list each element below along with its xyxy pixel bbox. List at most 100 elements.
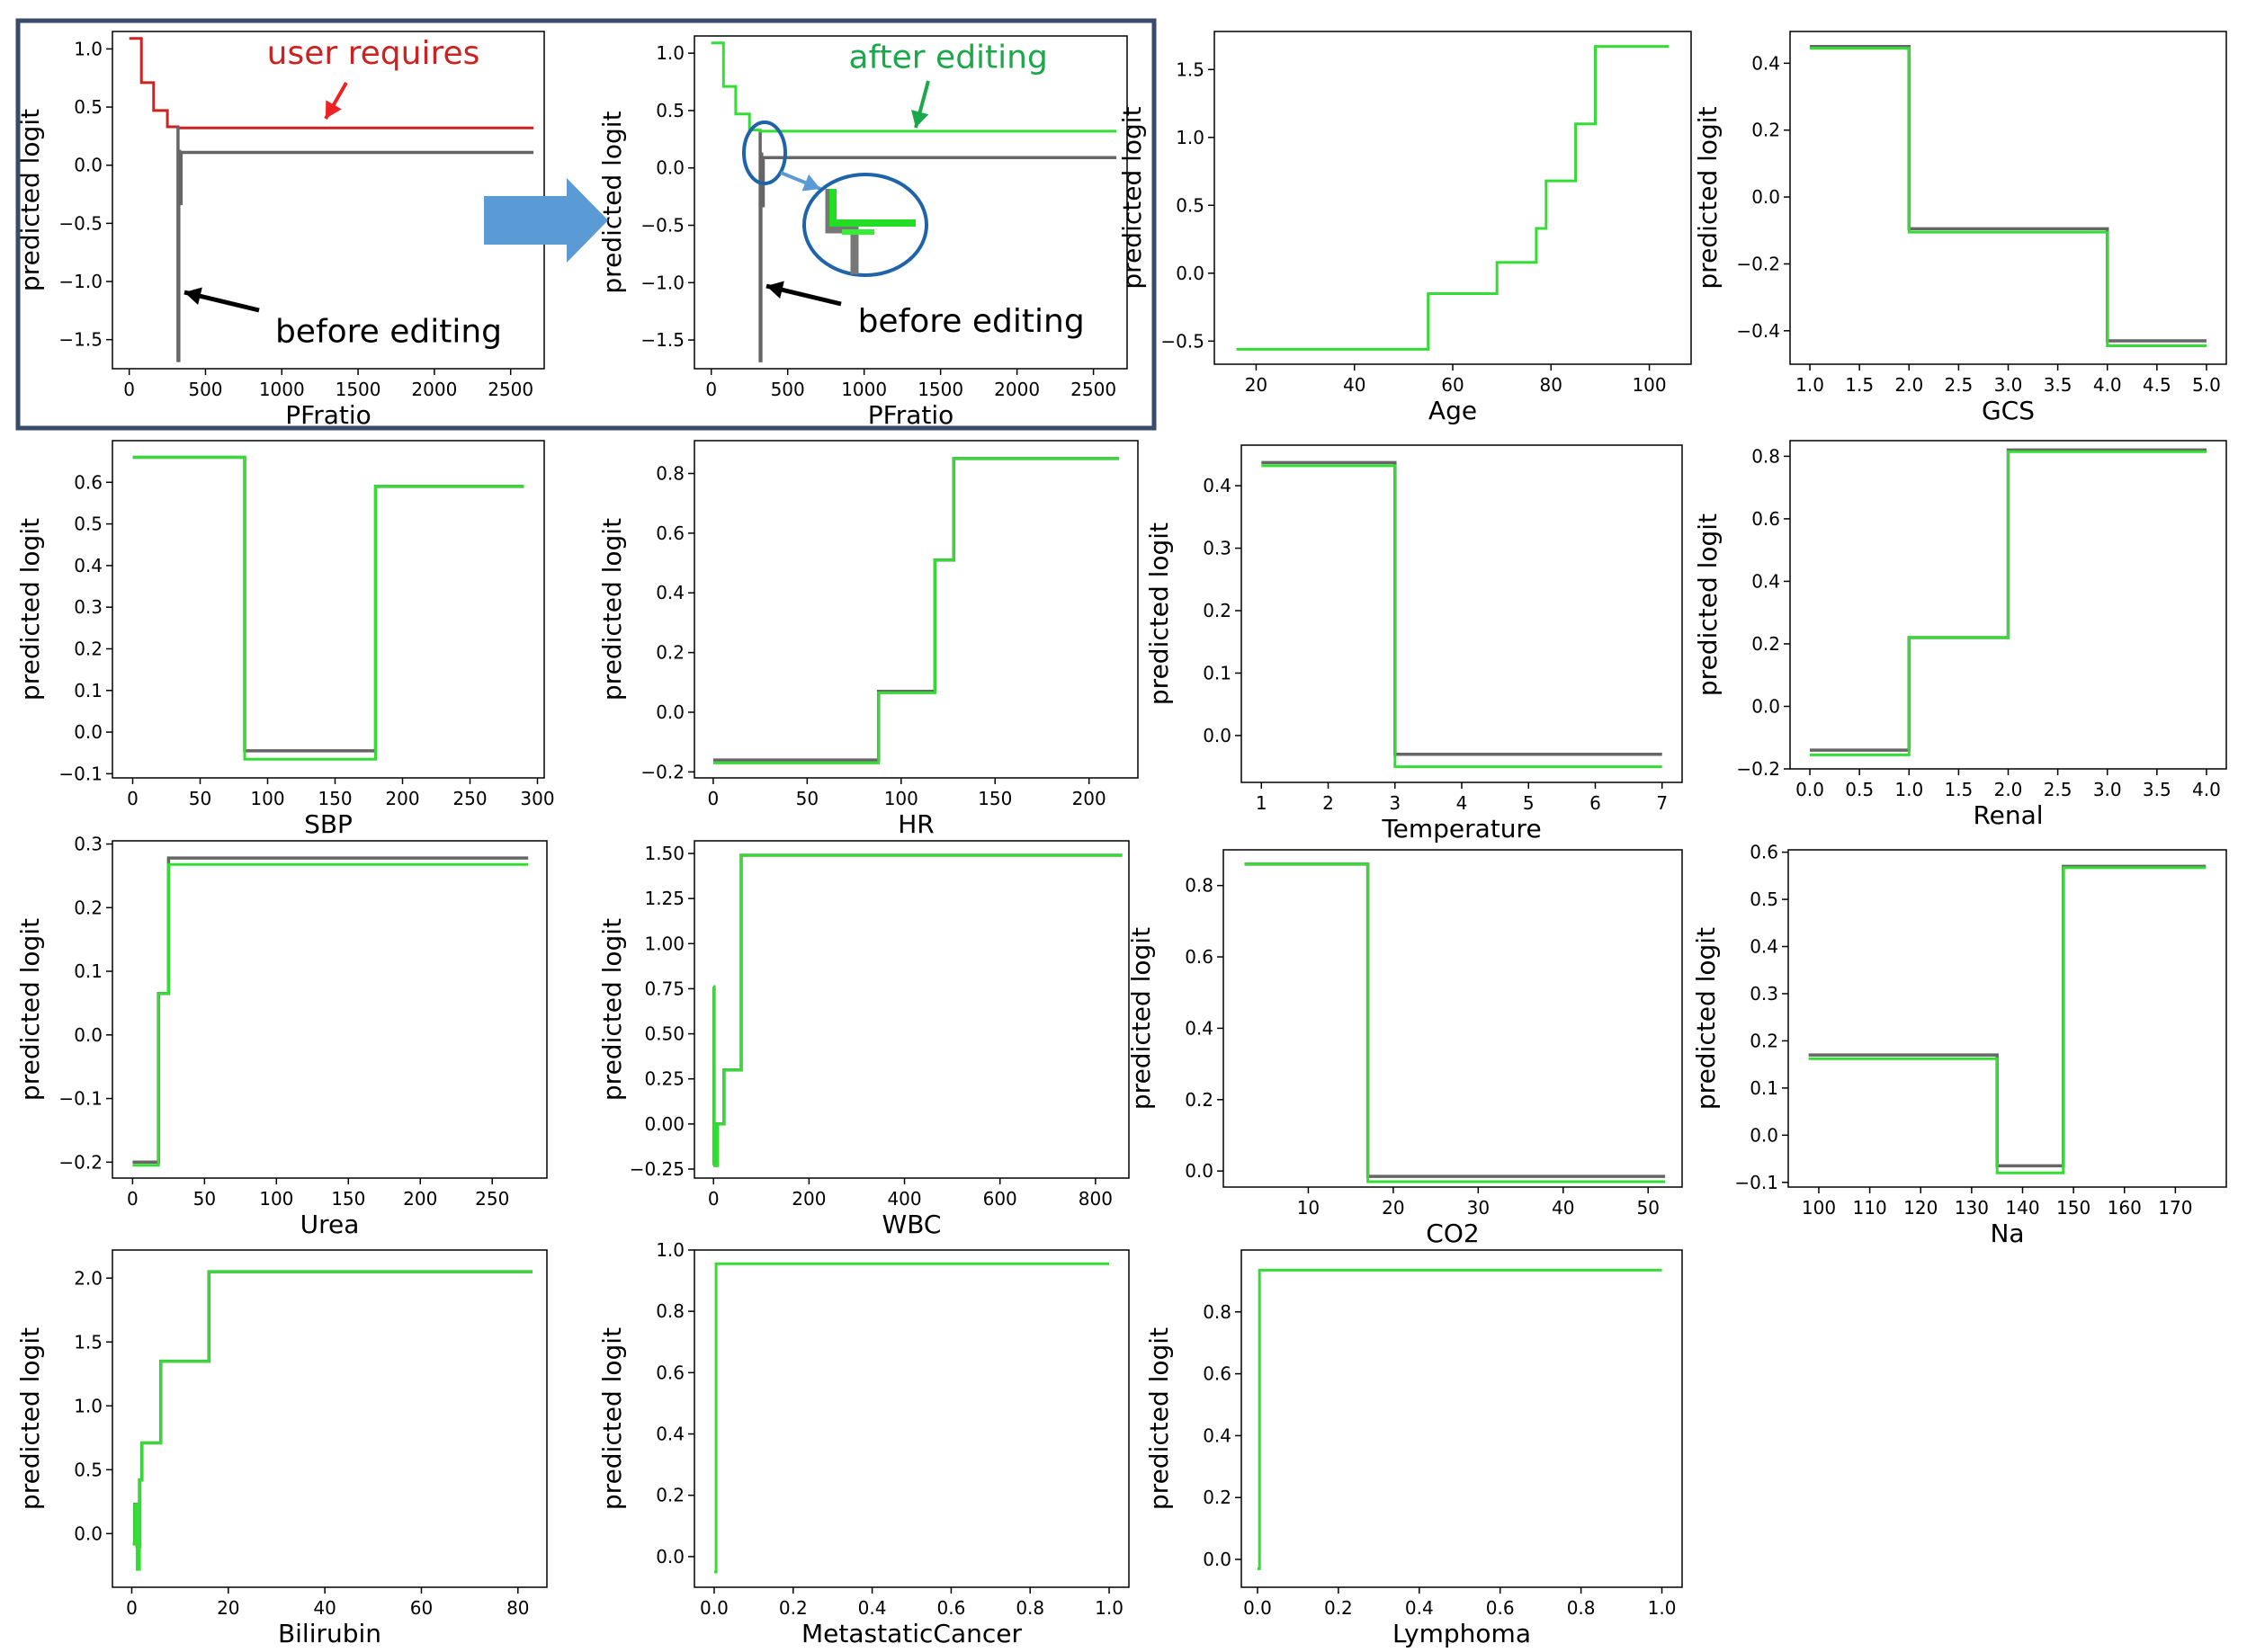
series-line-original — [1261, 460, 1662, 756]
y-tick-label: 0.0 — [74, 1523, 103, 1544]
annotation-text: user requires — [267, 35, 480, 72]
y-tick-label: 0.8 — [656, 1300, 685, 1322]
x-tick-label: 0.2 — [779, 1597, 808, 1619]
x-tick-label: 600 — [983, 1188, 1017, 1210]
y-tick-label: 0.50 — [644, 1023, 685, 1045]
x-tick-label: 100 — [1802, 1197, 1836, 1219]
y-tick-label: 0.6 — [656, 1362, 685, 1383]
x-tick-label: 7 — [1656, 792, 1668, 814]
y-tick-label: 0.0 — [656, 701, 685, 723]
y-tick-label: 0.4 — [1185, 1017, 1213, 1039]
chart-urea: 0 50 100 150 200 250 0.3 0.2 0.1 0.0 −0.1 −0.2 Urea p… — [15, 834, 548, 1239]
chart-bilirubin: 0 20 40 60 80 2.0 1.5 1.0 0.5 0.0 Bilirubin predict… — [15, 1249, 548, 1648]
series-line-original — [1808, 864, 2207, 1168]
y-tick-label: −0.25 — [630, 1158, 685, 1180]
chart-co2: 10 20 30 40 50 0.8 0.6 0.4 0.2 0.0 CO2 predicted lo… — [1126, 849, 1683, 1248]
y-tick-label: −0.1 — [58, 763, 103, 784]
chart-temperature: 1 2 3 4 5 6 7 0.4 0.3 0.2 0.1 0.0 Temperature predict… — [1144, 444, 1683, 844]
chart-na: 100 110 120 130 140 150 160 170 0.6 0.5 0.4 0.3 0.2 0… — [1691, 842, 2227, 1248]
series-line-edited — [1244, 862, 1666, 1183]
x-tick-label: 500 — [771, 379, 805, 400]
x-axis-label: Renal — [1973, 800, 2043, 830]
x-tick-label: 0 — [708, 788, 720, 809]
series-line-edited — [1236, 45, 1670, 351]
x-tick-label: 0.4 — [858, 1597, 887, 1619]
x-tick-label: 0 — [127, 788, 139, 809]
x-tick-label: 50 — [1636, 1197, 1659, 1219]
plot-frame — [694, 35, 1128, 370]
x-tick-label: 140 — [2005, 1197, 2039, 1219]
x-tick-label: 3.5 — [2143, 779, 2171, 800]
series-line-edited — [1810, 47, 2207, 347]
y-tick-label: 0.3 — [1750, 983, 1778, 1005]
x-tick-label: 150 — [2056, 1197, 2090, 1219]
y-axis-label: predicted logit — [597, 518, 627, 701]
x-tick-label: 2.5 — [2044, 779, 2072, 800]
y-tick-label: 0.0 — [1750, 1124, 1778, 1146]
x-tick-label: 10 — [1297, 1197, 1320, 1219]
annotation-text: before editing — [858, 303, 1085, 340]
y-tick-label: −1.0 — [58, 271, 103, 292]
y-tick-label: −0.2 — [1736, 758, 1780, 780]
y-tick-label: 0.8 — [1751, 445, 1780, 467]
y-tick-label: 0.1 — [74, 960, 103, 982]
y-tick-label: 0.4 — [1751, 570, 1780, 592]
transition-arrow-icon — [484, 178, 608, 263]
series-line-original — [132, 1270, 533, 1549]
x-axis-label: Urea — [300, 1210, 360, 1239]
y-tick-label: 0.75 — [644, 978, 685, 999]
plot-frame — [1240, 444, 1683, 783]
y-tick-label: 0.2 — [1185, 1089, 1213, 1111]
chart-lymphoma: 0.0 0.2 0.4 0.6 0.8 1.0 0.8 0.6 0.4 0.2 0.0 Lymphom… — [1144, 1249, 1683, 1648]
series-line-original — [132, 455, 524, 753]
x-tick-label: 200 — [792, 1188, 826, 1210]
y-tick-label: 0.2 — [656, 1485, 685, 1506]
highlight-frame — [15, 18, 1157, 431]
y-tick-label: 0.00 — [644, 1113, 685, 1135]
y-tick-label: −0.2 — [640, 761, 685, 782]
plot-frame — [694, 440, 1139, 779]
x-axis-label: GCS — [1982, 396, 2035, 425]
y-tick-label: 0.2 — [1203, 600, 1231, 621]
plot-frame — [1213, 31, 1692, 365]
x-tick-label: 0.0 — [1243, 1597, 1272, 1619]
x-tick-label: 0.0 — [700, 1597, 729, 1619]
y-tick-label: −0.4 — [1736, 320, 1780, 342]
y-tick-label: 1.5 — [1176, 58, 1204, 80]
y-tick-label: 0.6 — [1750, 842, 1778, 863]
y-tick-label: −0.1 — [1734, 1172, 1778, 1193]
before-editing-arrow-icon — [765, 281, 842, 307]
y-tick-label: 2.0 — [74, 1267, 103, 1289]
y-tick-label: 0.1 — [1750, 1077, 1778, 1099]
y-tick-label: 0.0 — [656, 157, 685, 179]
x-tick-label: 100 — [250, 788, 284, 809]
x-tick-label: 0.2 — [1324, 1597, 1353, 1619]
plot-frame — [112, 440, 545, 779]
y-tick-label: −0.5 — [1160, 330, 1204, 352]
y-tick-label: 1.25 — [644, 888, 685, 909]
x-tick-label: 50 — [193, 1188, 216, 1210]
y-axis-label: predicted logit — [15, 518, 45, 701]
y-tick-label: 1.0 — [656, 1239, 685, 1261]
y-tick-label: 0.4 — [1750, 936, 1778, 958]
x-tick-label: 40 — [1552, 1197, 1574, 1219]
series-line-original — [1810, 44, 2207, 343]
zoom-arrow-icon — [780, 171, 821, 192]
x-tick-label: 120 — [1903, 1197, 1938, 1219]
x-tick-label: 2000 — [411, 379, 457, 400]
y-tick-label: 0.6 — [1751, 508, 1780, 530]
annotation-text: before editing — [275, 313, 502, 350]
series-line-edited — [712, 853, 1123, 1167]
x-tick-label: 3.0 — [2093, 779, 2122, 800]
plot-frame — [1789, 31, 2227, 365]
x-axis-label: Lymphoma — [1392, 1619, 1531, 1648]
y-tick-label: 0.5 — [74, 96, 103, 118]
y-tick-label: 1.5 — [74, 1331, 103, 1353]
x-tick-label: 1500 — [336, 379, 381, 400]
y-tick-label: 0.0 — [1176, 263, 1204, 284]
y-axis-label: predicted logit — [15, 1327, 45, 1510]
zoom-edited-line — [829, 189, 916, 227]
y-tick-label: 0.4 — [1203, 1424, 1231, 1446]
y-axis-label: predicted logit — [597, 918, 627, 1101]
x-axis-label: Bilirubin — [278, 1619, 381, 1648]
